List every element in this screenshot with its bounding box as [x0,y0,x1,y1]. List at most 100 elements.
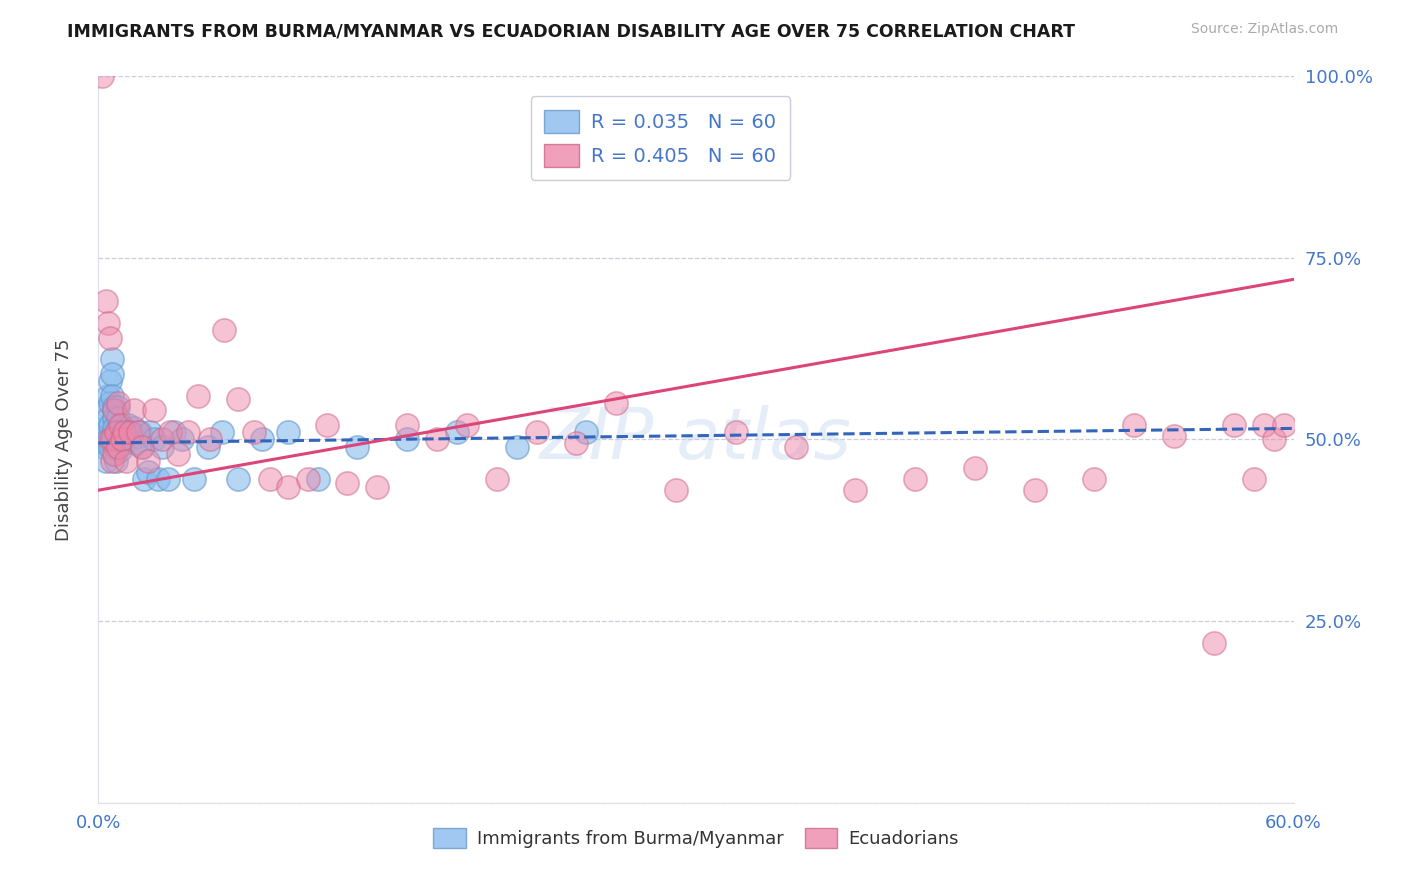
Point [456,417,478,432]
Point [277,479,299,493]
Point [139,425,162,439]
Point [277,425,299,439]
Point [97,316,120,330]
Point [506,440,529,454]
Point [101,432,124,446]
Point [120,425,142,439]
Point [105,440,128,454]
Point [91,69,114,83]
Point [117,417,139,432]
Point [105,425,128,439]
Point [167,447,190,461]
Point [129,425,152,439]
Point [844,483,866,498]
Point [1272,417,1295,432]
Point [103,421,125,435]
Point [98,440,122,454]
Point [101,367,124,381]
Point [136,454,159,468]
Point [143,403,166,417]
Point [127,428,149,442]
Point [115,454,138,468]
Point [526,425,548,439]
Point [97,389,120,403]
Point [159,425,181,439]
Point [212,323,235,337]
Point [127,425,149,439]
Point [107,410,129,425]
Point [96,454,118,468]
Point [107,400,129,414]
Point [143,432,166,446]
Point [724,425,747,439]
Point [177,425,200,439]
Point [1024,483,1046,498]
Point [105,454,128,468]
Point [101,454,124,468]
Point [103,403,125,417]
Point [1223,417,1246,432]
Point [297,472,319,486]
Point [157,472,180,486]
Point [97,410,120,425]
Point [98,374,122,388]
Point [121,432,143,446]
Point [575,425,598,439]
Point [1083,472,1105,486]
Point [605,396,627,410]
Point [446,425,468,439]
Point [396,432,419,446]
Point [565,436,588,450]
Point [1243,472,1265,486]
Point [259,472,281,486]
Point [211,425,233,439]
Point [172,432,194,446]
Point [150,440,173,454]
Point [124,421,146,435]
Point [316,417,339,432]
Point [101,352,124,367]
Point [226,392,249,407]
Point [226,472,249,486]
Point [197,440,219,454]
Point [98,432,122,446]
Point [115,425,138,439]
Point [904,472,927,486]
Point [103,432,125,446]
Point [110,417,132,432]
Point [485,472,508,486]
Text: ZIP atlas: ZIP atlas [540,405,852,474]
Point [198,432,221,446]
Point [665,483,688,498]
Legend: Immigrants from Burma/Myanmar, Ecuadorians: Immigrants from Burma/Myanmar, Ecuadoria… [426,822,966,855]
Point [163,425,186,439]
Point [187,389,209,403]
Point [96,403,118,417]
Point [131,440,153,454]
Point [366,479,388,493]
Point [96,294,118,309]
Point [97,432,120,446]
Point [107,425,129,439]
Point [396,417,419,432]
Point [148,472,170,486]
Point [963,461,986,475]
Point [120,425,142,439]
Point [125,436,148,450]
Point [112,425,135,439]
Point [426,432,449,446]
Point [117,432,139,446]
Point [103,410,125,425]
Point [346,440,368,454]
Point [101,389,124,403]
Point [136,465,159,479]
Point [243,425,266,439]
Point [103,400,125,414]
Point [107,396,129,410]
Point [111,432,134,446]
Point [1263,432,1285,446]
Point [112,436,135,450]
Point [131,440,153,454]
Point [93,425,115,439]
Point [1123,417,1146,432]
